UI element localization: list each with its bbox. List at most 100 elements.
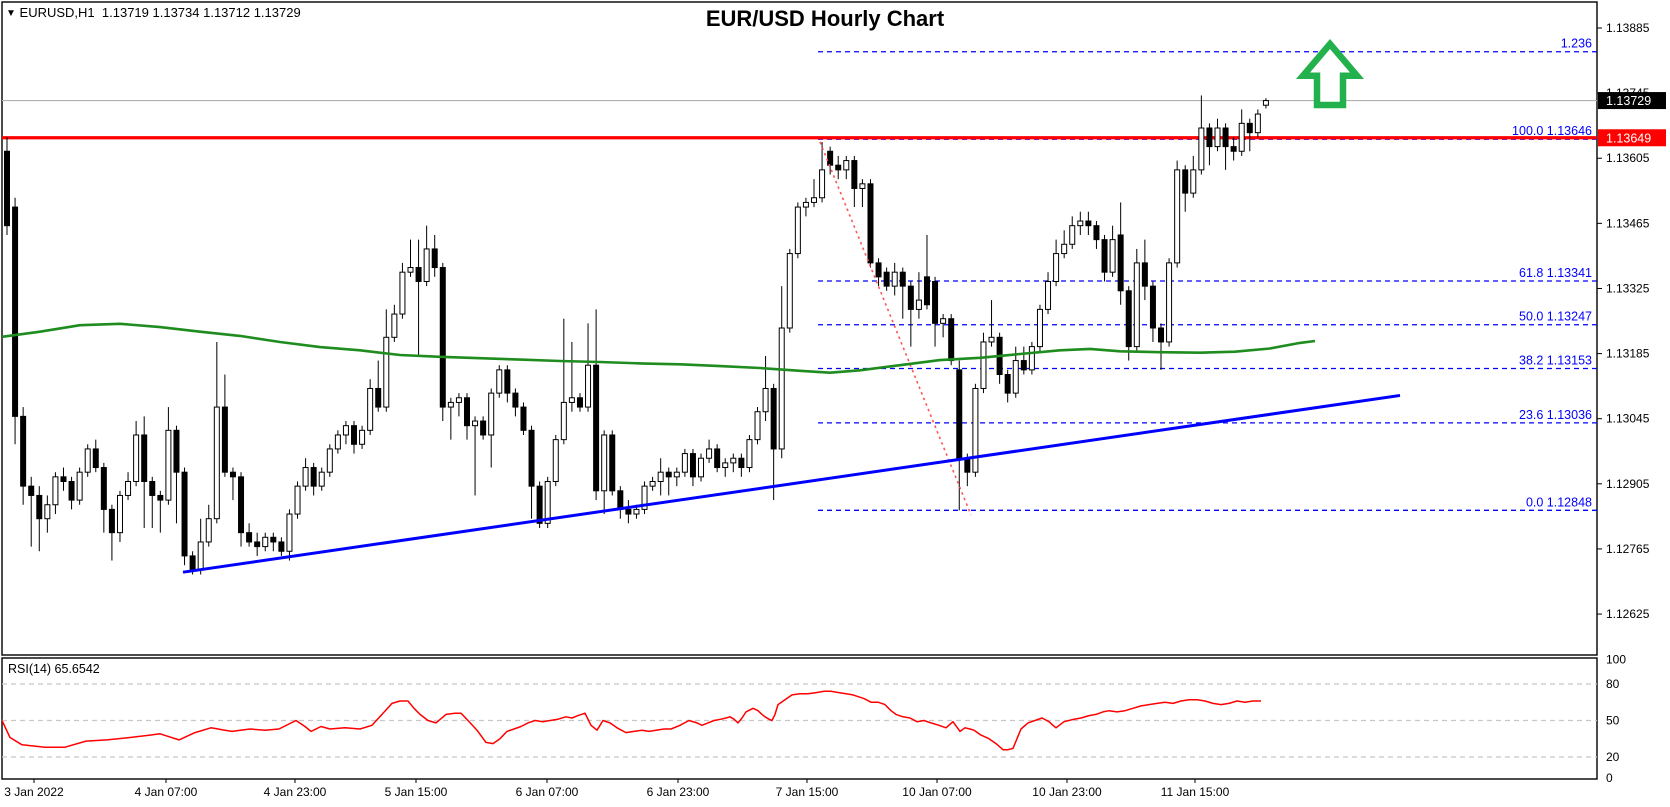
candle-body	[738, 457, 745, 469]
candle-body	[689, 453, 696, 478]
rsi-indicator-label: RSI(14) 65.6542	[8, 662, 100, 676]
candle-body	[609, 434, 616, 492]
candle-body	[238, 476, 245, 534]
candle-body	[544, 480, 551, 524]
up-arrow-annotation[interactable]	[1295, 38, 1365, 109]
time-label: 7 Jan 15:00	[776, 785, 839, 799]
candle-body	[948, 318, 955, 362]
price-axis[interactable]: 1.138851.137451.136051.134651.133251.131…	[1597, 21, 1666, 621]
candle-body	[447, 401, 454, 408]
candle-body	[310, 467, 317, 487]
rsi-axis[interactable]: 100 80 50 20 0	[1606, 653, 1626, 785]
candle-body	[213, 406, 220, 520]
candle-body	[512, 392, 519, 408]
candle-body	[568, 397, 575, 403]
candle-body	[923, 276, 930, 306]
current-price-box-label: 1.13729	[1606, 94, 1651, 108]
candle-body	[762, 387, 769, 413]
candle-body	[1254, 113, 1261, 134]
candle-body	[1149, 285, 1156, 329]
price-tick-label: 1.13605	[1606, 151, 1650, 165]
time-label: 6 Jan 07:00	[516, 785, 579, 799]
candles-layer	[4, 95, 1269, 575]
alert-price-box-label: 1.13649	[1606, 131, 1651, 145]
candle-body	[980, 341, 987, 389]
candle-body	[1222, 127, 1229, 148]
candle-body	[302, 467, 309, 487]
candle-body	[100, 467, 107, 510]
candle-body	[585, 364, 592, 408]
candle-body	[722, 462, 729, 469]
candle-body	[649, 480, 656, 487]
candle-body	[665, 471, 672, 478]
time-label: 3 Jan 2022	[4, 785, 64, 799]
rsi-panel[interactable]	[1, 657, 1598, 780]
price-tick-label: 1.12765	[1606, 542, 1650, 556]
candle-body	[165, 429, 172, 501]
candle-body	[851, 160, 858, 189]
ascending-trendline[interactable]	[182, 393, 1401, 574]
candle-body	[859, 183, 866, 189]
candle-body	[173, 429, 180, 473]
candle-body	[940, 318, 947, 324]
candle-body	[802, 201, 809, 208]
price-tick-label: 1.13045	[1606, 412, 1650, 426]
candle-body	[4, 150, 10, 227]
candle-body	[1125, 290, 1132, 348]
candle-body	[956, 369, 963, 459]
candle-body	[407, 267, 414, 273]
main-chart-layer	[2, 38, 1597, 575]
candle-body	[1182, 169, 1189, 194]
candle-body	[496, 369, 503, 394]
fib-level-label: 1.236	[1561, 37, 1592, 51]
candle-body	[1004, 374, 1011, 394]
candle-body	[36, 494, 43, 520]
main-chart-panel[interactable]	[1, 1, 1598, 656]
candle-body	[488, 392, 495, 436]
candle-body	[399, 271, 406, 315]
time-label: 6 Jan 23:00	[647, 785, 710, 799]
candle-body	[157, 494, 164, 501]
time-label: 10 Jan 23:00	[1032, 785, 1102, 799]
candle-body	[633, 508, 640, 515]
candle-body	[84, 448, 91, 473]
time-axis[interactable]: 3 Jan 2022 4 Jan 07:00 4 Jan 23:00 5 Jan 15…	[4, 779, 1230, 799]
candle-body	[1045, 280, 1052, 310]
candle-body	[698, 457, 705, 478]
candle-body	[891, 271, 898, 287]
candle-body	[1085, 220, 1092, 227]
candle-body	[1262, 100, 1269, 106]
candle-body	[641, 485, 648, 510]
candle-body	[1230, 146, 1237, 152]
current-price-box	[1598, 92, 1666, 110]
candle-body	[915, 299, 922, 310]
candle-body	[576, 397, 583, 408]
rsi-line	[2, 690, 1261, 751]
candle-body	[205, 518, 212, 543]
candle-body	[1101, 239, 1108, 273]
candle-body	[472, 420, 479, 427]
candle-body	[794, 206, 801, 255]
alert-price-box	[1598, 129, 1666, 147]
candle-body	[617, 490, 624, 510]
candle-body	[1214, 127, 1221, 148]
candle-body	[1141, 262, 1148, 287]
candle-body	[673, 471, 680, 478]
candle-body	[536, 485, 543, 524]
rsi-axis-label: 0	[1606, 771, 1613, 785]
symbol-dropdown-icon[interactable]: ▼	[6, 8, 16, 19]
candle-body	[463, 397, 470, 427]
candle-body	[593, 364, 600, 492]
candle-body	[326, 448, 333, 473]
decline-dotted-trendline[interactable]	[819, 141, 972, 516]
candle-body	[1077, 220, 1084, 227]
candle-body	[988, 336, 995, 343]
candle-body	[1093, 225, 1100, 241]
candle-body	[423, 248, 430, 282]
candle-body	[68, 480, 75, 501]
candle-body	[359, 429, 366, 445]
candle-body	[262, 536, 269, 548]
candle-body	[229, 471, 236, 478]
